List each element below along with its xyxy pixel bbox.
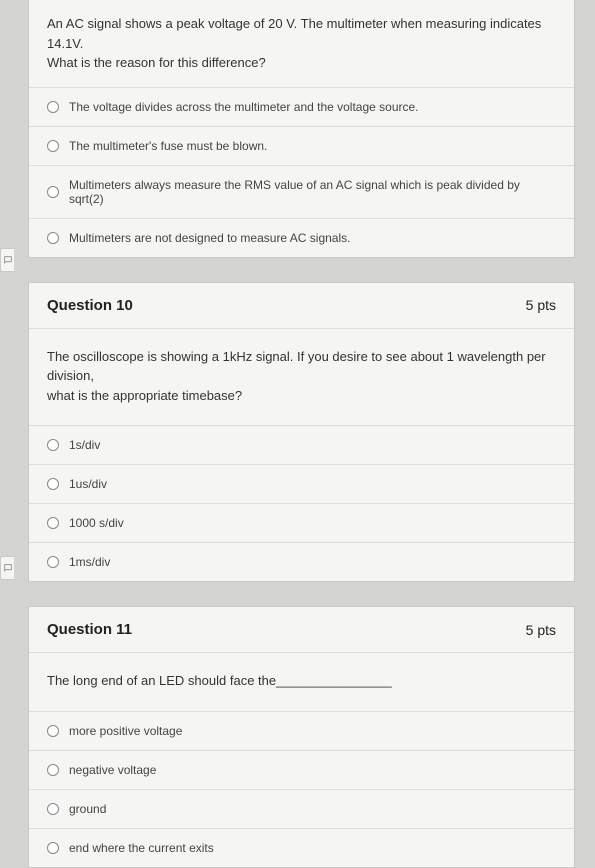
question-10-header: Question 10 5 pts (29, 283, 574, 329)
question-11-header: Question 11 5 pts (29, 607, 574, 653)
comment-tab-q11[interactable] (0, 556, 14, 580)
option-label: 1us/div (69, 477, 107, 491)
radio-icon (47, 764, 59, 776)
q9-line2: What is the reason for this difference? (47, 55, 266, 70)
q10-line1: The oscilloscope is showing a 1kHz signa… (47, 349, 546, 384)
option-label: 1ms/div (69, 555, 110, 569)
q10-option-3[interactable]: 1ms/div (29, 543, 574, 581)
option-label: The multimeter's fuse must be blown. (69, 139, 267, 153)
radio-icon (47, 478, 59, 490)
q10-option-0[interactable]: 1s/div (29, 426, 574, 465)
question-points: 5 pts (526, 297, 556, 313)
q9-option-0[interactable]: The voltage divides across the multimete… (29, 88, 574, 127)
quiz-page: An AC signal shows a peak voltage of 20 … (0, 0, 595, 868)
radio-icon (47, 140, 59, 152)
radio-icon (47, 803, 59, 815)
option-label: ground (69, 802, 106, 816)
question-11-prompt: The long end of an LED should face the__… (47, 671, 556, 691)
question-10-body: The oscilloscope is showing a 1kHz signa… (29, 329, 574, 426)
option-label: Multimeters always measure the RMS value… (69, 178, 556, 206)
question-10-prompt: The oscilloscope is showing a 1kHz signa… (47, 347, 556, 406)
radio-icon (47, 101, 59, 113)
question-points: 5 pts (526, 622, 556, 638)
radio-icon (47, 725, 59, 737)
option-label: end where the current exits (69, 841, 214, 855)
radio-icon (47, 232, 59, 244)
question-9-block: An AC signal shows a peak voltage of 20 … (28, 0, 575, 258)
q9-option-1[interactable]: The multimeter's fuse must be blown. (29, 127, 574, 166)
q9-option-3[interactable]: Multimeters are not designed to measure … (29, 219, 574, 257)
question-10-block: Question 10 5 pts The oscilloscope is sh… (28, 282, 575, 583)
q9-line1: An AC signal shows a peak voltage of 20 … (47, 16, 541, 51)
question-title: Question 10 (47, 297, 133, 314)
q11-option-3[interactable]: end where the current exits (29, 829, 574, 867)
question-11-body: The long end of an LED should face the__… (29, 653, 574, 711)
option-label: more positive voltage (69, 724, 182, 738)
q10-line2: what is the appropriate timebase? (47, 388, 242, 403)
option-label: Multimeters are not designed to measure … (69, 231, 350, 245)
question-11-block: Question 11 5 pts The long end of an LED… (28, 606, 575, 868)
option-label: negative voltage (69, 763, 156, 777)
option-label: The voltage divides across the multimete… (69, 100, 419, 114)
radio-icon (47, 517, 59, 529)
option-label: 1s/div (69, 438, 100, 452)
q11-option-0[interactable]: more positive voltage (29, 712, 574, 751)
radio-icon (47, 186, 59, 198)
q11-option-1[interactable]: negative voltage (29, 751, 574, 790)
radio-icon (47, 556, 59, 568)
radio-icon (47, 842, 59, 854)
question-9-prompt: An AC signal shows a peak voltage of 20 … (29, 0, 574, 81)
option-label: 1000 s/div (69, 516, 124, 530)
question-10-options: 1s/div 1us/div 1000 s/div 1ms/div (29, 425, 574, 581)
question-11-options: more positive voltage negative voltage g… (29, 711, 574, 867)
q9-option-2[interactable]: Multimeters always measure the RMS value… (29, 166, 574, 219)
comment-tab-q10[interactable] (0, 248, 14, 272)
question-title: Question 11 (47, 621, 132, 638)
question-9-options: The voltage divides across the multimete… (29, 87, 574, 257)
q10-option-1[interactable]: 1us/div (29, 465, 574, 504)
q11-option-2[interactable]: ground (29, 790, 574, 829)
q10-option-2[interactable]: 1000 s/div (29, 504, 574, 543)
radio-icon (47, 439, 59, 451)
